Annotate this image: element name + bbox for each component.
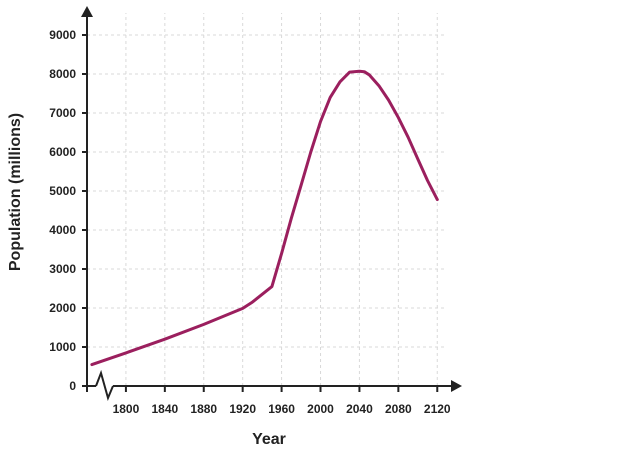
- x-tick-label: 2040: [346, 402, 373, 416]
- y-tick-label: 3000: [49, 262, 76, 276]
- y-tick-label: 5000: [49, 184, 76, 198]
- y-tick-label: 9000: [49, 28, 76, 42]
- x-tick-label: 1880: [190, 402, 217, 416]
- x-axis-break-mark: [95, 369, 114, 402]
- y-axis-title: Population (millions): [7, 113, 24, 271]
- axes: [81, 6, 462, 402]
- x-axis-title: Year: [252, 431, 286, 448]
- y-tick-label: 4000: [49, 223, 76, 237]
- x-tick-label: 2120: [424, 402, 451, 416]
- series-layer: [90, 69, 439, 367]
- y-tick-label: 8000: [49, 67, 76, 81]
- y-tick-label: 6000: [49, 145, 76, 159]
- x-tick-label: 1960: [268, 402, 295, 416]
- y-tick-label: 1000: [49, 340, 76, 354]
- x-tick-label: 1920: [229, 402, 256, 416]
- x-tick-label: 2000: [307, 402, 334, 416]
- grid-lines: [87, 13, 447, 386]
- population-series-line: [90, 69, 439, 367]
- y-tick-label: 2000: [49, 301, 76, 315]
- x-axis-arrow: [451, 380, 462, 392]
- ticks: 0 1000 2000 3000 4000 5000 6000 7000 8000 9000 180…: [49, 28, 451, 416]
- x-tick-label: 1800: [113, 402, 140, 416]
- x-tick-label: 2080: [385, 402, 412, 416]
- y-tick-label: 0: [69, 379, 76, 393]
- y-tick-label: 7000: [49, 106, 76, 120]
- x-tick-label: 1840: [151, 402, 178, 416]
- y-axis-arrow: [81, 6, 93, 17]
